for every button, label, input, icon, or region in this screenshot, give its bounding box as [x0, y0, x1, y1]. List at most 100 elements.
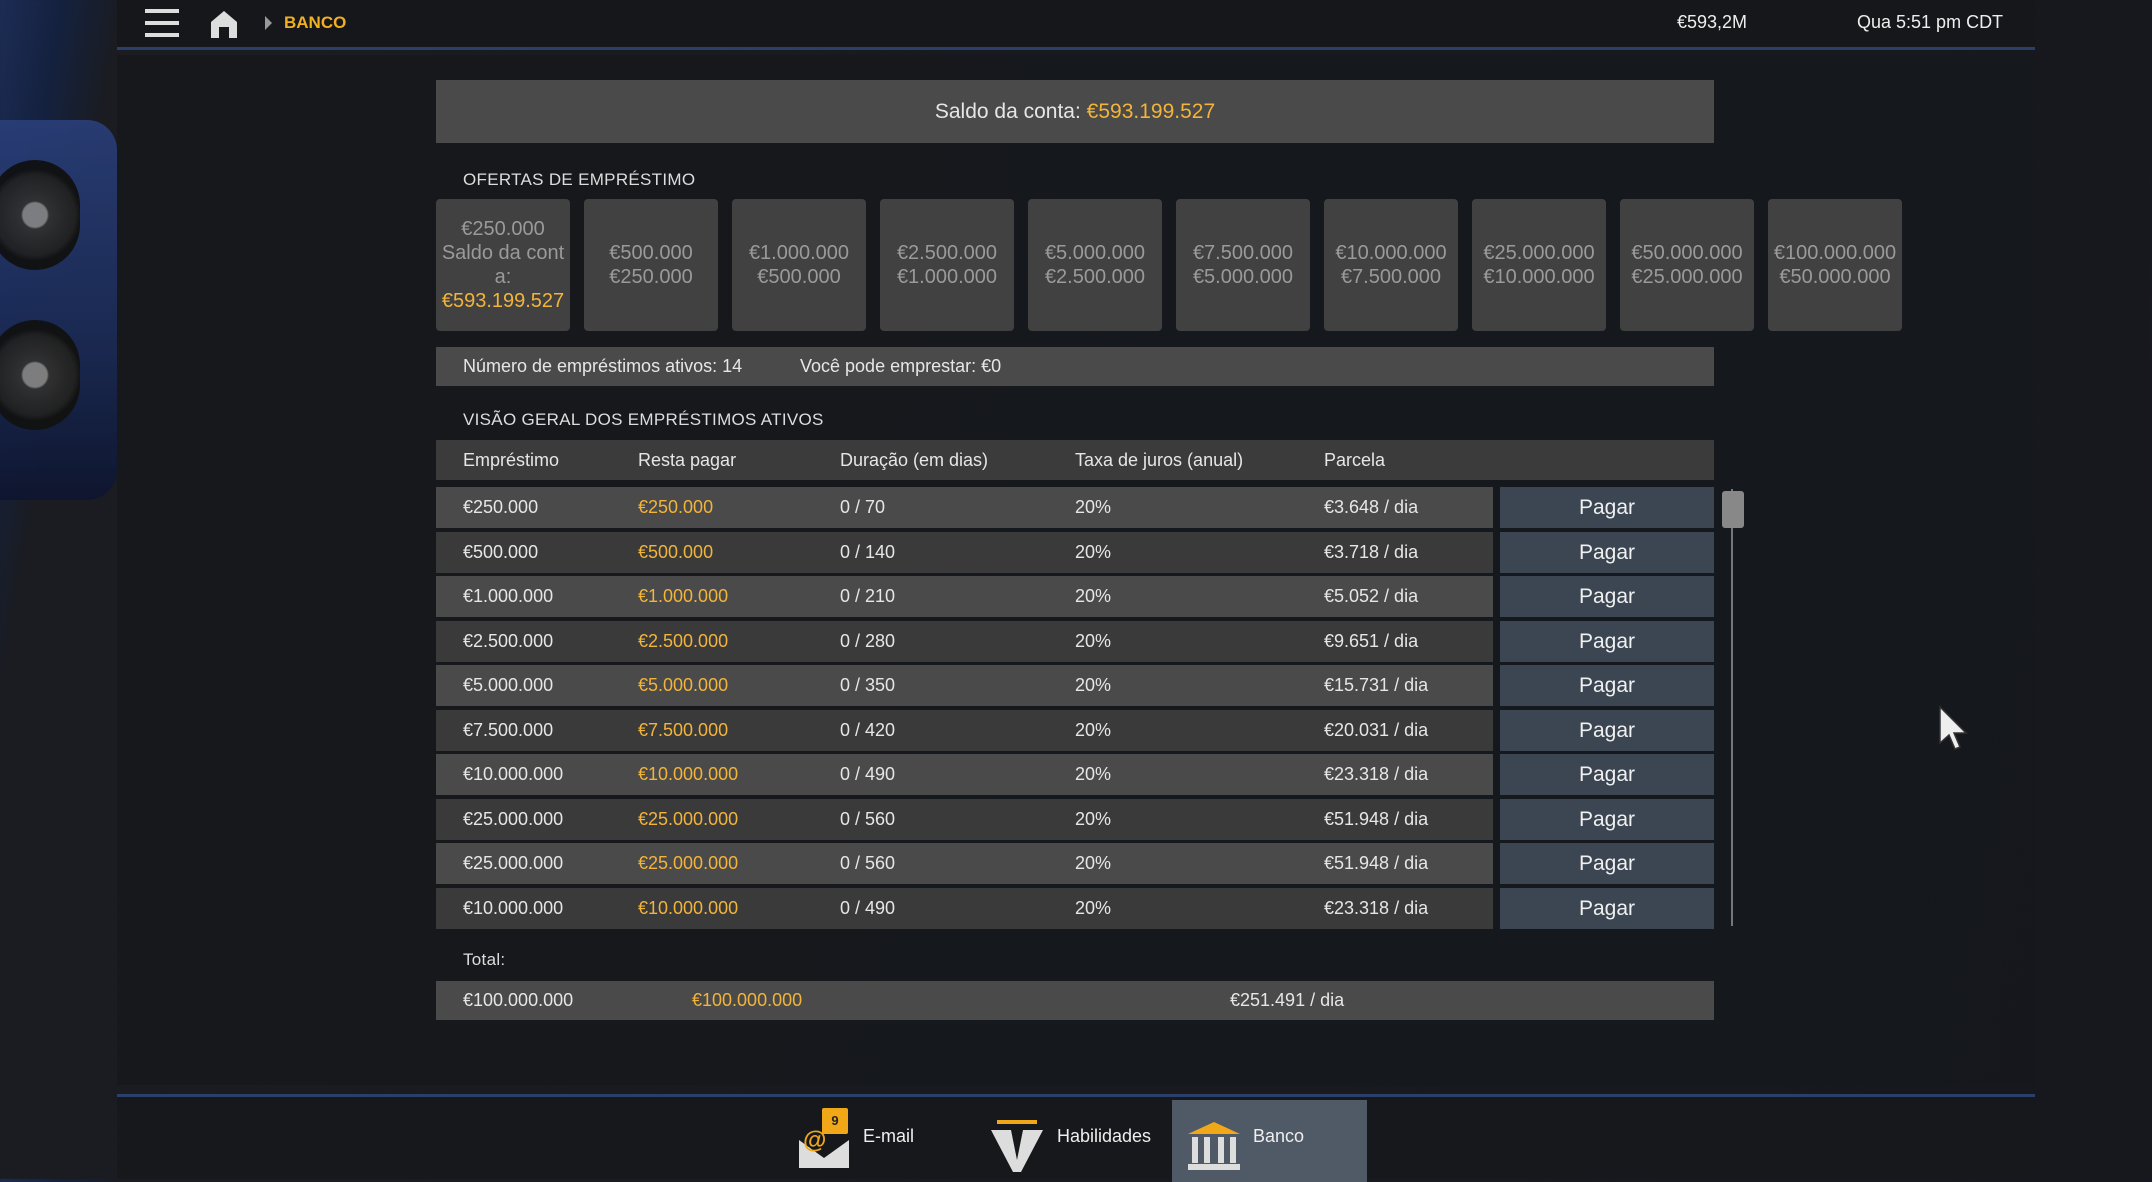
pay-button[interactable]: Pagar	[1500, 665, 1714, 706]
offer-line1: €5.000.000	[1044, 242, 1146, 264]
tab-skills[interactable]: Habilidades	[987, 1100, 1287, 1182]
offer-line2: €50.000.000	[1779, 266, 1891, 288]
offer-line3: €593.199.527	[441, 290, 565, 312]
pay-button[interactable]: Pagar	[1500, 576, 1714, 617]
breadcrumb[interactable]: BANCO	[284, 13, 347, 32]
table-row: €10.000.000 €10.000.000 0 / 490 20% €23.318 …	[436, 754, 1493, 795]
loan-offer-card[interactable]: €250.000 Saldo da conta: €593.199.527	[436, 199, 570, 331]
pay-button[interactable]: Pagar	[1500, 843, 1714, 884]
cell-loan: €7.500.000	[463, 719, 554, 740]
table-row: €2.500.000 €2.500.000 0 / 280 20% €9.651 / d…	[436, 620, 1493, 662]
cell-duration: 0 / 70	[840, 497, 886, 517]
header-interest: Taxa de juros (anual)	[1075, 450, 1244, 470]
pay-button[interactable]: Pagar	[1500, 531, 1714, 573]
loan-offer-card[interactable]: €1.000.000 €500.000	[732, 199, 866, 331]
total-label: Total:	[463, 950, 506, 969]
cell-loan: €25.000.000	[463, 808, 564, 829]
cell-interest: 20%	[1075, 630, 1112, 651]
balance-label: Saldo da conta:	[934, 100, 1087, 123]
cell-remaining: €2.500.000	[638, 630, 729, 651]
pay-button[interactable]: Pagar	[1500, 798, 1714, 840]
tab-email[interactable]: @ 9 E-mail	[792, 1100, 992, 1182]
scrollbar-track[interactable]	[1731, 489, 1733, 926]
cell-duration: 0 / 350	[840, 675, 896, 695]
offer-line1: €250.000	[461, 218, 545, 240]
pay-button[interactable]: Pagar	[1500, 709, 1714, 751]
skills-icon	[991, 1120, 1043, 1172]
cell-interest: 20%	[1075, 897, 1112, 918]
wheel-decoration	[0, 160, 80, 270]
tab-bank[interactable]: Banco	[1172, 1100, 1367, 1182]
table-row: €500.000 €500.000 0 / 140 20% €3.718 / dia	[436, 531, 1493, 573]
cell-installment: €5.052 / dia	[1324, 586, 1419, 606]
total-installment: €251.491 / dia	[1230, 990, 1345, 1010]
breadcrumb-arrow-icon	[265, 16, 272, 30]
cell-duration: 0 / 560	[840, 853, 896, 873]
cell-remaining: €25.000.000	[638, 853, 739, 873]
cell-loan: €5.000.000	[463, 675, 554, 695]
home-icon[interactable]	[209, 10, 239, 38]
active-loans-count: Número de empréstimos ativos: 14	[463, 356, 743, 376]
account-balance: Saldo da conta: €593.199.527	[436, 80, 1714, 143]
loan-offer-card[interactable]: €500.000 €250.000	[584, 199, 718, 331]
cell-installment: €20.031 / dia	[1324, 719, 1429, 740]
cell-interest: 20%	[1075, 764, 1112, 784]
cell-loan: €250.000	[463, 497, 539, 517]
cell-interest: 20%	[1075, 675, 1112, 695]
cell-interest: 20%	[1075, 719, 1112, 740]
offer-line2: €2.500.000	[1044, 266, 1146, 288]
loan-offer-card[interactable]: €100.000.000 €50.000.000	[1768, 199, 1902, 331]
header-installment: Parcela	[1324, 450, 1386, 470]
loan-offer-card[interactable]: €7.500.000 €5.000.000	[1176, 199, 1310, 331]
wheel-decoration	[0, 320, 80, 430]
top-bar: BANCO €593,2M Qua 5:51 pm CDT	[117, 0, 2035, 50]
pay-button[interactable]: Pagar	[1500, 620, 1714, 662]
offer-line1: €10.000.000	[1335, 242, 1447, 264]
cell-installment: €23.318 / dia	[1324, 764, 1429, 784]
cell-interest: 20%	[1075, 541, 1112, 562]
offer-line1: €7.500.000	[1192, 242, 1294, 264]
pay-button[interactable]: Pagar	[1500, 487, 1714, 528]
table-row: €5.000.000 €5.000.000 0 / 350 20% €15.731 / …	[436, 665, 1493, 706]
table-row: €250.000 €250.000 0 / 70 20% €3.648 / dia	[436, 487, 1493, 528]
email-icon: @	[799, 1127, 849, 1168]
loan-offer-card[interactable]: €25.000.000 €10.000.000	[1472, 199, 1606, 331]
table-row: €25.000.000 €25.000.000 0 / 560 20% €51.948 …	[436, 843, 1493, 884]
offer-line2: Saldo da conta:	[441, 242, 565, 288]
cell-loan: €10.000.000	[463, 897, 564, 918]
cell-installment: €15.731 / dia	[1324, 675, 1429, 695]
balance-short: €593,2M	[1677, 12, 1748, 32]
tab-email-label: E-mail	[863, 1126, 915, 1146]
loan-offer-card[interactable]: €2.500.000 €1.000.000	[880, 199, 1014, 331]
loan-info-bar: Número de empréstimos ativos: 14 Você po…	[436, 347, 1714, 386]
cell-installment: €9.651 / dia	[1324, 630, 1419, 651]
loan-offer-card[interactable]: €50.000.000 €25.000.000	[1620, 199, 1754, 331]
offer-line2: €7.500.000	[1340, 266, 1442, 288]
cell-loan: €25.000.000	[463, 853, 564, 873]
offer-line1: €500.000	[609, 242, 693, 264]
scrollbar-thumb[interactable]	[1722, 491, 1744, 528]
offer-line2: €1.000.000	[896, 266, 998, 288]
cell-duration: 0 / 280	[840, 630, 896, 651]
mouse-cursor-icon	[1939, 705, 1968, 750]
menu-icon[interactable]	[145, 9, 179, 37]
cell-installment: €51.948 / dia	[1324, 808, 1429, 829]
tab-skills-label: Habilidades	[1057, 1126, 1152, 1146]
pay-button[interactable]: Pagar	[1500, 887, 1714, 929]
loan-offer-card[interactable]: €10.000.000 €7.500.000	[1324, 199, 1458, 331]
balance-value: €593.199.527	[1086, 100, 1216, 123]
cell-interest: 20%	[1075, 586, 1112, 606]
pay-button[interactable]: Pagar	[1500, 754, 1714, 795]
total-loan: €100.000.000	[463, 990, 574, 1010]
cell-installment: €51.948 / dia	[1324, 853, 1429, 873]
cell-loan: €2.500.000	[463, 630, 554, 651]
total-row: €100.000.000 €100.000.000 €251.491 / dia	[436, 981, 1714, 1020]
cell-remaining: €500.000	[638, 541, 714, 562]
table-row: €7.500.000 €7.500.000 0 / 420 20% €20.031 / …	[436, 709, 1493, 751]
cell-remaining: €5.000.000	[638, 675, 729, 695]
loan-offer-card[interactable]: €5.000.000 €2.500.000	[1028, 199, 1162, 331]
offer-line1: €50.000.000	[1631, 242, 1743, 264]
cell-interest: 20%	[1075, 497, 1112, 517]
header-duration: Duração (em dias)	[840, 450, 989, 470]
cell-duration: 0 / 420	[840, 719, 896, 740]
